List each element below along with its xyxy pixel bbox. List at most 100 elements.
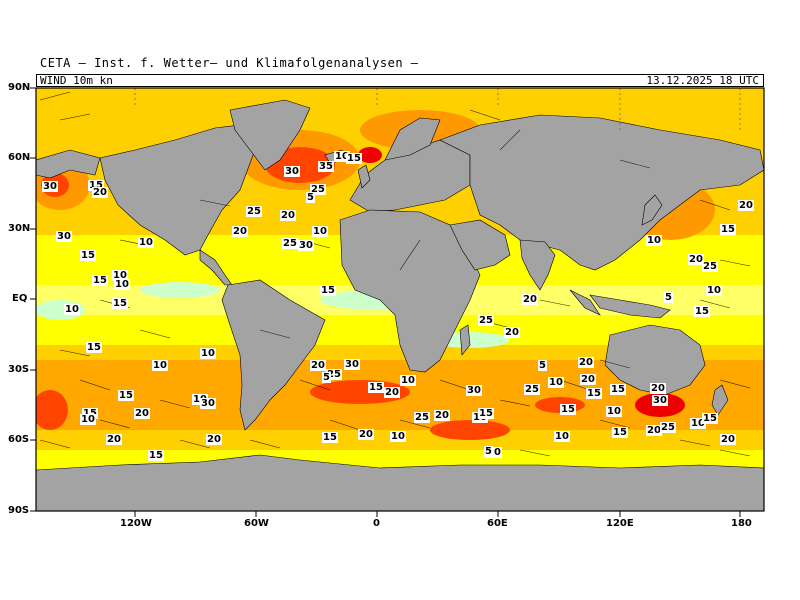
lat-label: 90N — [8, 82, 31, 93]
wind-speed-label: 20 — [688, 254, 704, 265]
wind-speed-label: 10 — [112, 270, 128, 281]
gale-area — [36, 390, 68, 430]
wind-speed-label: 20 — [434, 410, 450, 421]
wind-speed-label: 25 — [702, 261, 718, 272]
wind-speed-label: 15 — [86, 342, 102, 353]
axis-ticks — [30, 87, 741, 517]
wind-speed-label: 25 — [326, 369, 342, 380]
wind-speed-label: 15 — [478, 408, 494, 419]
wind-speed-label: 30 — [298, 240, 314, 251]
storm-area — [358, 147, 382, 163]
lon-label: 60E — [487, 518, 508, 529]
south-america — [221, 279, 326, 431]
wind-speed-label: 30 — [344, 359, 360, 370]
wind-speed-label: 35 — [318, 161, 334, 172]
wind-speed-label: 20 — [738, 200, 754, 211]
wind-speed-label: 15 — [720, 224, 736, 235]
wind-speed-label: 25 — [524, 384, 540, 395]
field-label: WIND 10m kn — [40, 74, 113, 87]
wind-speed-label: 30 — [200, 398, 216, 409]
wind-speed-label: 10 — [390, 431, 406, 442]
wind-speed-label: 20 — [310, 360, 326, 371]
graticule — [134, 88, 741, 130]
wind-speed-label: 10 — [554, 431, 570, 442]
sumatra — [569, 289, 601, 316]
wind-speed-label: 20 — [580, 374, 596, 385]
wind-speed-label: 5 — [306, 192, 315, 203]
antarctica — [36, 454, 764, 511]
wind-speed-label: 30 — [284, 166, 300, 177]
wind-speed-label: 15 — [586, 388, 602, 399]
wind-speed-label: 15 — [118, 390, 134, 401]
wind-speed-label: 20 — [720, 434, 736, 445]
wind-speed-label: 25 — [414, 412, 430, 423]
wind-speed-label: 10 — [64, 304, 80, 315]
institute-title: CETA — Inst. f. Wetter— und Klimafolgena… — [40, 56, 419, 70]
wind-speed-label: 25 — [282, 238, 298, 249]
indonesia — [589, 294, 671, 319]
lat-label: 90S — [8, 505, 30, 516]
wind-speed-label: 10 — [200, 348, 216, 359]
wind-speed-label: 5 — [538, 360, 547, 371]
madagascar — [459, 324, 471, 356]
wind-speed-label: 15 — [82, 408, 98, 419]
wind-speed-label: 15 — [320, 285, 336, 296]
wind-speed-label: 10 — [706, 285, 722, 296]
wind-speed-label: 15 — [610, 384, 626, 395]
wind-speed-label: 15 — [368, 382, 384, 393]
alaska — [36, 149, 101, 179]
lat-label: 60S — [8, 434, 30, 445]
gale-area — [310, 380, 410, 404]
wind-speed-label: 30 — [652, 395, 668, 406]
wind-speed-label: 30 — [466, 385, 482, 396]
arabia — [449, 219, 511, 271]
british-isles — [357, 164, 371, 189]
lon-label: 0 — [373, 518, 380, 529]
wind-speed-label: 15 — [88, 180, 104, 191]
wind-speed-label: 15 — [560, 404, 576, 415]
scandinavia — [384, 117, 441, 161]
wind-speed-label: 10 — [138, 237, 154, 248]
wind-speed-label: 30 — [42, 181, 58, 192]
wind-speed-label: 10 — [192, 394, 208, 405]
australia — [604, 324, 706, 396]
wind-speed-label: 20 — [522, 294, 538, 305]
wind-speed-label: 25 — [478, 315, 494, 326]
new-zealand — [711, 384, 729, 416]
wind-speed-label: 20 — [134, 408, 150, 419]
wind-speed-label: 10 — [646, 235, 662, 246]
lon-label: 180 — [731, 518, 752, 529]
wind-speed-label: 10 — [606, 406, 622, 417]
wind-speed-label: 20 — [280, 210, 296, 221]
wind-speed-label: 10 — [334, 151, 350, 162]
wind-speed-label: 10 — [312, 226, 328, 237]
lon-label: 60W — [244, 518, 269, 529]
wind-barbs — [39, 91, 751, 457]
greenland — [229, 99, 311, 171]
wind-speed-label: 20 — [206, 434, 222, 445]
india — [519, 239, 556, 291]
wind-speed-label: 20 — [106, 434, 122, 445]
wind-speed-label: 20 — [384, 387, 400, 398]
lat-label: 30S — [8, 364, 30, 375]
lat-label: 60N — [8, 152, 31, 163]
info-strip: WIND 10m kn 13.12.2025 18 UTC — [36, 74, 764, 87]
wind-speed-label: 10 — [114, 279, 130, 290]
africa — [339, 209, 481, 373]
wind-speed-label: 15 — [80, 250, 96, 261]
lat-label: 30N — [8, 223, 31, 234]
wind-speed-label: 15 — [702, 413, 718, 424]
gale-area — [430, 420, 510, 440]
wind-speed-label: 25 — [246, 206, 262, 217]
wind-speed-label: 20 — [650, 383, 666, 394]
wind-speed-label: 20 — [486, 447, 502, 458]
wind-speed-label: 10 — [690, 418, 706, 429]
lon-label: 120W — [120, 518, 152, 529]
wind-speed-label: 10 — [400, 375, 416, 386]
wind-speed-label: 10 — [152, 360, 168, 371]
wind-speed-label: 5 — [664, 292, 673, 303]
wind-speed-label: 20 — [92, 187, 108, 198]
wind-speed-label: 15 — [346, 153, 362, 164]
wind-speed-label: 15 — [322, 432, 338, 443]
wind-speed-label: 20 — [578, 357, 594, 368]
